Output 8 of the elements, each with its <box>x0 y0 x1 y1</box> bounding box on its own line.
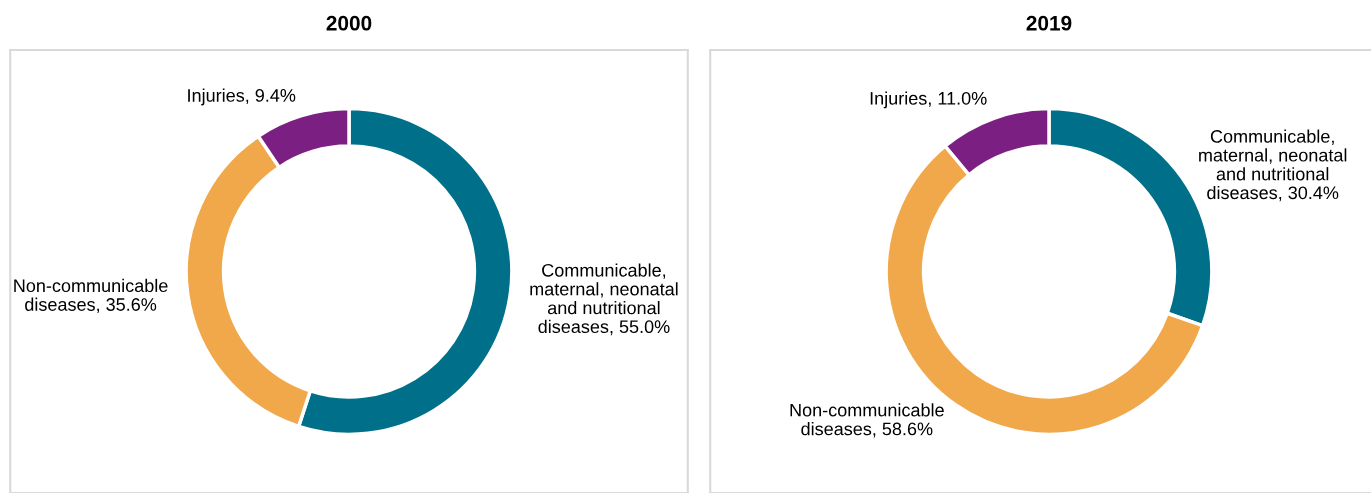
slice-label: Injuries, 11.0% <box>870 91 987 109</box>
slice-label: Non-communicable diseases, 58.6% <box>790 403 944 438</box>
slice-label: Non-communicable diseases, 35.6% <box>14 278 168 314</box>
slice-label: Communicable, maternal, neonatal and nutritional diseases, 55.0% <box>530 263 678 336</box>
slice-label: Communicable, maternal, neonatal and nutritional diseases, 30.4% <box>1199 129 1347 202</box>
chart-title: 2000 <box>326 15 372 31</box>
chart-title: 2019 <box>1026 15 1072 31</box>
slice-label: Injuries, 9.4% <box>188 88 296 106</box>
